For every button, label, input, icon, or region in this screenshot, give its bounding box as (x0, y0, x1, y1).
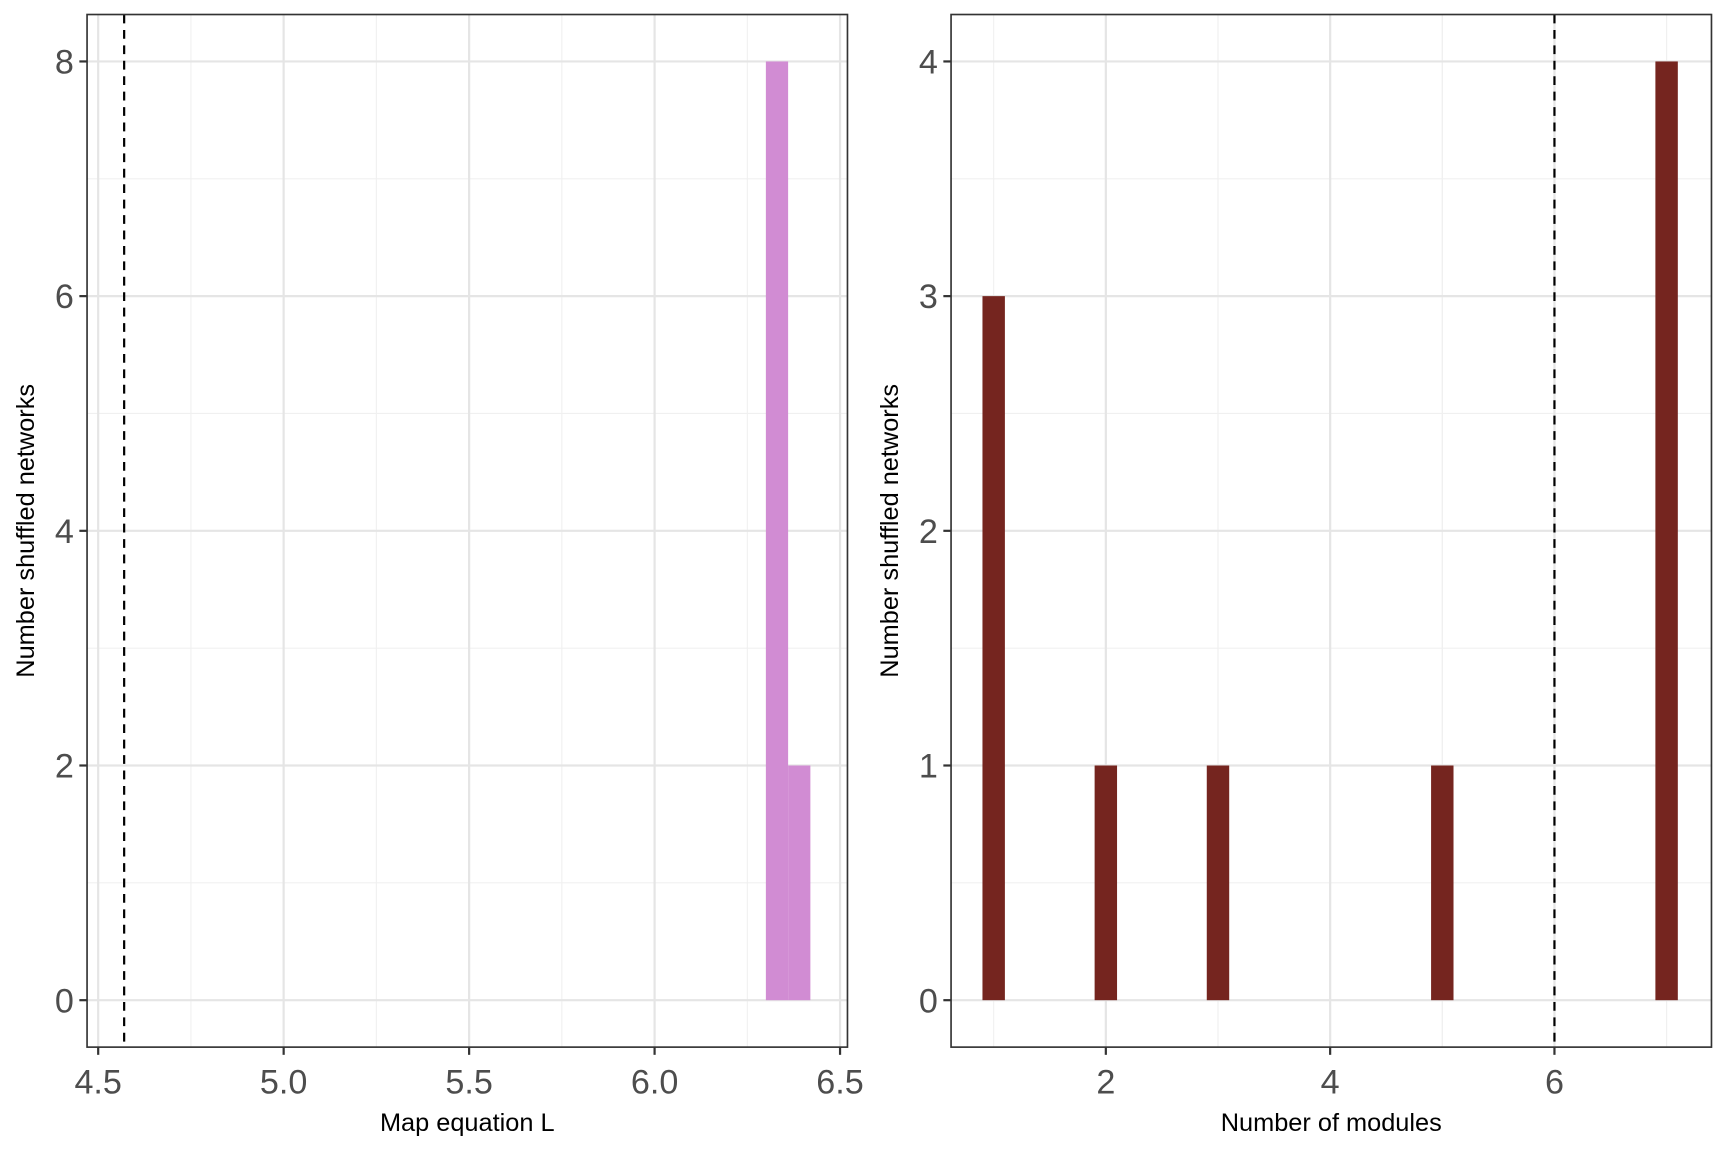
histogram-bar (1655, 61, 1678, 1001)
x-tick-label: 6.5 (816, 1063, 863, 1101)
panel-map-equation: 4.5 5.0 5.5 6.0 6.5 0 2 4 6 8 Map equation L Number… (12, 13, 864, 1137)
x-tick-label: 4 (1321, 1063, 1340, 1101)
panel-number-of-modules: 2 4 6 0 1 2 3 4 Number of modules Number shuffled… (876, 13, 1713, 1137)
x-tick-label: 2 (1096, 1063, 1115, 1101)
y-tick-label: 2 (919, 513, 938, 551)
y-tick-label: 3 (919, 278, 938, 316)
y-axis-title: Number shuffled networks (876, 384, 904, 678)
y-axis-title: Number shuffled networks (12, 384, 40, 678)
y-tick-label: 6 (55, 278, 74, 316)
y-tick-label: 4 (919, 44, 938, 82)
x-axis-title: Number of modules (1221, 1109, 1442, 1137)
y-tick-label: 4 (55, 513, 74, 551)
x-tick-label: 6 (1545, 1063, 1564, 1101)
histogram-bar (1431, 765, 1454, 1001)
y-tick-label: 2 (55, 748, 74, 786)
y-tick-label: 8 (55, 44, 74, 82)
y-tick-label: 1 (919, 748, 938, 786)
histogram-bar (765, 61, 789, 1001)
histogram-bar (982, 296, 1005, 1001)
panel-border (86, 13, 849, 1048)
histogram-bar (788, 765, 811, 1001)
y-tick-label: 0 (55, 982, 74, 1020)
x-tick-label: 5.5 (445, 1063, 492, 1101)
y-tick-label: 0 (919, 982, 938, 1020)
x-tick-label: 4.5 (74, 1063, 121, 1101)
histogram-bar (1206, 765, 1230, 1001)
x-tick-label: 6.0 (631, 1063, 678, 1101)
histogram-bar (1094, 765, 1118, 1001)
x-axis-title: Map equation L (380, 1109, 555, 1137)
panel-border (950, 13, 1713, 1048)
x-tick-label: 5.0 (260, 1063, 307, 1101)
